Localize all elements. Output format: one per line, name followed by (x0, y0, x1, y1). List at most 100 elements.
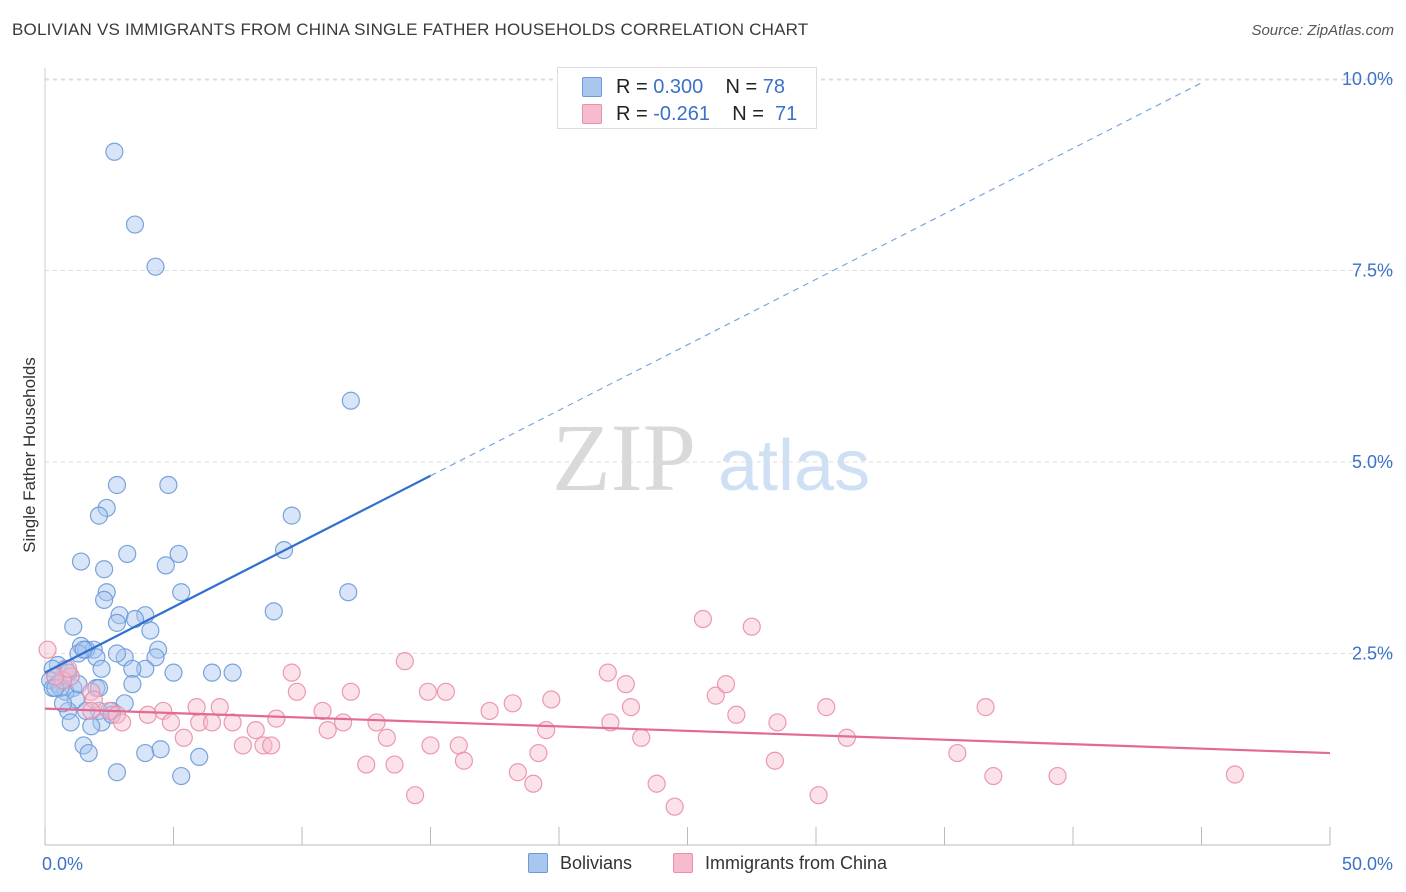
china-point (161, 713, 181, 732)
bolivian-point (61, 713, 80, 732)
bolivian-point (107, 763, 127, 782)
china-trend-line (44, 707, 1331, 755)
china-point (405, 786, 425, 805)
china-point (817, 698, 836, 717)
china-point (503, 694, 522, 713)
r-label: R = (616, 76, 648, 98)
china-point (262, 736, 281, 755)
x-tick-label: 50.0% (1342, 854, 1393, 874)
china-point (112, 713, 132, 732)
tick-labels: 2.5% 5.0% 7.5% 10.0% 0.0% 50.0% (42, 69, 1393, 874)
bolivian-point (172, 766, 191, 786)
china-point (529, 743, 548, 763)
bolivian-point (125, 609, 145, 629)
source-label: Source: ZipAtlas.com (1251, 22, 1394, 39)
pink-swatch (582, 104, 602, 124)
watermark-zip: ZIP (552, 404, 696, 511)
bolivian-point (82, 717, 101, 736)
china-point (1225, 765, 1245, 784)
china-point (524, 774, 543, 793)
bolivian-point (264, 602, 283, 621)
chart-title: BOLIVIAN VS IMMIGRANTS FROM CHINA SINGLE… (12, 20, 809, 39)
china-point (38, 640, 57, 659)
bolivian-point (339, 583, 358, 602)
n-value: 71 (775, 103, 798, 125)
china-point (246, 720, 265, 740)
china-point (976, 698, 995, 717)
china-point (287, 682, 306, 701)
bolivian-point (156, 556, 175, 575)
china-point (621, 698, 641, 717)
y-axis-title: Single Father Households (20, 357, 39, 553)
china-point (454, 751, 474, 770)
china-point (334, 713, 353, 732)
china-point (601, 713, 620, 732)
china-point (542, 690, 561, 709)
bolivian-point (172, 583, 191, 602)
china-point (385, 755, 404, 774)
bolivian-point (89, 506, 109, 525)
china-point (282, 663, 301, 682)
bolivian-point (136, 659, 155, 678)
x-tick-label: 0.0% (42, 854, 83, 874)
bolivian-point (71, 552, 91, 571)
watermark-atlas: atlas (718, 426, 870, 506)
china-point (367, 713, 386, 732)
china-point (341, 682, 360, 701)
bolivian-point (125, 215, 145, 234)
bolivian-point (159, 475, 178, 495)
bolivian-point (107, 644, 127, 663)
bolivian-point (53, 694, 73, 713)
china-point (395, 652, 414, 671)
china-point (508, 763, 527, 782)
n-label: N = (725, 76, 758, 98)
bolivian-point (92, 659, 111, 678)
china-point (313, 701, 332, 721)
bolivian-point (151, 740, 170, 759)
bolivian-point (141, 621, 160, 640)
bolivian-point (95, 560, 114, 579)
bolivian-point (341, 391, 360, 410)
china-point (647, 774, 666, 793)
china-point (233, 736, 252, 755)
r-label: R = (616, 103, 648, 125)
bolivian-point (282, 506, 301, 525)
china-point (202, 713, 222, 732)
axes (44, 68, 1331, 846)
bolivian-point (95, 590, 114, 609)
bolivian-point (146, 257, 165, 276)
bolivian-point (107, 613, 127, 632)
china-point (837, 728, 856, 747)
bolivian-point (164, 663, 183, 682)
china-point (267, 709, 286, 728)
y-tick-label: 5.0% (1352, 452, 1393, 472)
n-value: 78 (762, 76, 786, 98)
bolivian-point (223, 663, 242, 682)
china-point (706, 686, 725, 705)
china-point (765, 751, 784, 770)
blue-swatch (582, 77, 602, 97)
china-point (418, 682, 438, 701)
y-tick-label: 7.5% (1352, 261, 1393, 281)
pink-swatch (673, 853, 693, 873)
bolivian-point (97, 498, 116, 518)
china-point (537, 720, 556, 740)
china-point (809, 786, 828, 805)
bolivian-point (107, 475, 127, 495)
bolivian-point (190, 747, 209, 767)
bolivian-point (169, 544, 188, 564)
china-point (187, 698, 206, 717)
china-point (984, 766, 1003, 786)
bolivian-point (202, 663, 222, 682)
bolivian-trend-line (44, 474, 432, 674)
bolivian-point (79, 743, 98, 763)
china-point (174, 728, 193, 747)
bolivian-point (105, 142, 124, 161)
china-point (768, 713, 787, 732)
blue-swatch (528, 853, 548, 873)
china-point (480, 701, 499, 721)
china-point (138, 705, 157, 724)
bolivian-trend-extension (430, 82, 1202, 477)
r-value: 0.300 (653, 76, 704, 98)
